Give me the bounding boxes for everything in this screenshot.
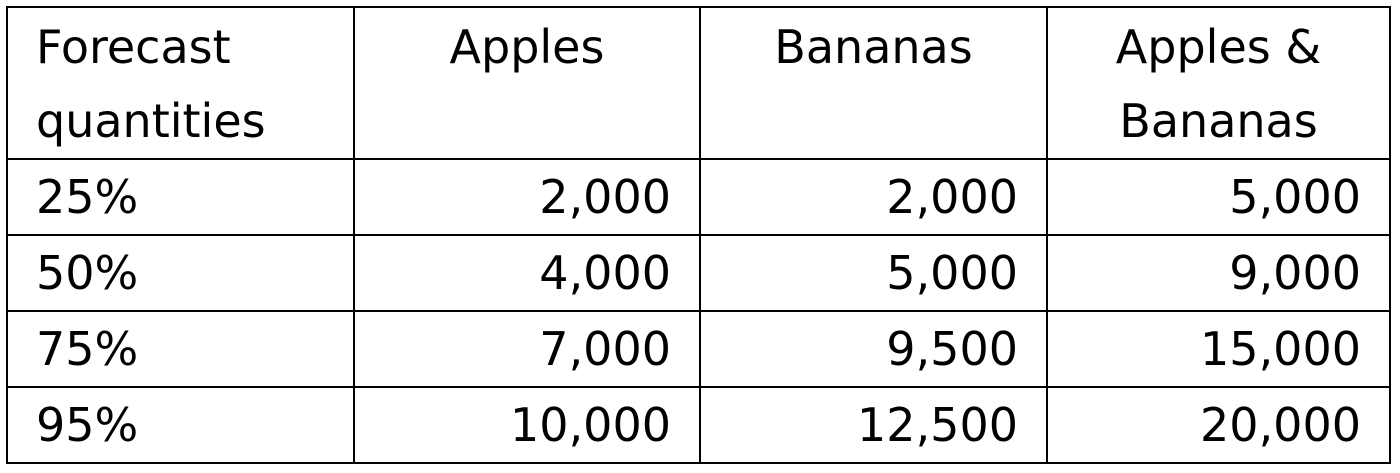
cell-bananas: 9,500 (699, 310, 1048, 388)
cell-bananas: 5,000 (699, 234, 1048, 312)
row-label: 50% (6, 234, 355, 312)
table-row: 25% 2,000 2,000 5,000 (6, 158, 1391, 236)
header-apples-and-bananas-line2: Bananas (1119, 94, 1318, 148)
row-label: 25% (6, 158, 355, 236)
cell-apples-and-bananas: 5,000 (1046, 158, 1391, 236)
table-body: 25% 2,000 2,000 5,000 50% 4,000 5,000 9,… (6, 158, 1391, 464)
cell-apples: 10,000 (353, 386, 701, 464)
cell-bananas: 2,000 (699, 158, 1048, 236)
header-forecast-line2: quantities (36, 94, 266, 148)
row-label: 75% (6, 310, 355, 388)
table-row: 95% 10,000 12,500 20,000 (6, 386, 1391, 464)
row-label: 95% (6, 386, 355, 464)
header-forecast-line1: Forecast (36, 20, 231, 74)
header-apples-and-bananas: Apples & Bananas (1046, 6, 1391, 160)
cell-apples-and-bananas: 15,000 (1046, 310, 1391, 388)
cell-apples: 7,000 (353, 310, 701, 388)
table-header: Forecast quantities Apples Bananas Apple… (6, 6, 1391, 160)
header-bananas: Bananas (699, 6, 1048, 160)
header-forecast-quantities: Forecast quantities (6, 6, 355, 160)
cell-apples: 2,000 (353, 158, 701, 236)
cell-bananas: 12,500 (699, 386, 1048, 464)
cell-apples: 4,000 (353, 234, 701, 312)
table-row: 75% 7,000 9,500 15,000 (6, 310, 1391, 388)
table-row: 50% 4,000 5,000 9,000 (6, 234, 1391, 312)
cell-apples-and-bananas: 20,000 (1046, 386, 1391, 464)
header-apples-and-bananas-line1: Apples & (1115, 20, 1322, 74)
cell-apples-and-bananas: 9,000 (1046, 234, 1391, 312)
header-row: Forecast quantities Apples Bananas Apple… (6, 6, 1391, 160)
forecast-quantities-table: Forecast quantities Apples Bananas Apple… (6, 6, 1391, 464)
header-apples: Apples (353, 6, 701, 160)
